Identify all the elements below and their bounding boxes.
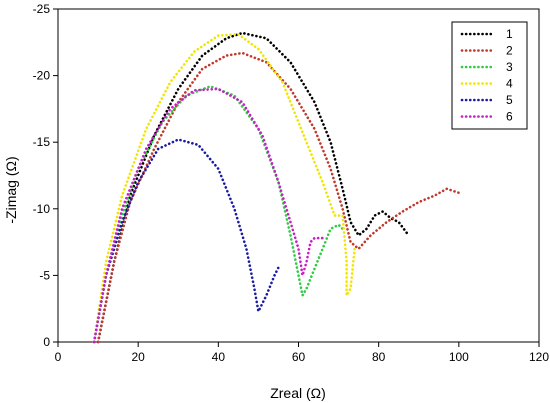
y-tick-label: 0: [43, 335, 50, 349]
y-tick-label: -20: [33, 69, 51, 83]
legend-label-4: 4: [506, 77, 513, 91]
y-tick-label: -25: [33, 2, 51, 16]
x-axis: 0 20 40 60 80 100 120: [55, 342, 549, 364]
x-tick-label: 60: [292, 350, 306, 364]
x-tick-label: 100: [449, 350, 469, 364]
legend-label-1: 1: [506, 27, 513, 41]
x-tick-label: 20: [131, 350, 145, 364]
legend-box: [451, 21, 528, 130]
series-2-line: [96, 51, 461, 344]
series-6-line: [92, 87, 324, 344]
series-1-line: [96, 31, 408, 344]
y-tick-label: -15: [33, 135, 51, 149]
series-5-line: [92, 138, 280, 344]
x-tick-label: 40: [212, 350, 226, 364]
y-axis: 0 -5 -10 -15 -20 -25: [33, 2, 58, 349]
series-4-line: [92, 33, 356, 344]
x-axis-title: Zreal (Ω): [270, 385, 326, 401]
y-tick-label: -10: [33, 202, 51, 216]
legend-label-6: 6: [506, 110, 513, 124]
series-layer: [92, 31, 461, 344]
legend-label-3: 3: [506, 60, 513, 74]
y-axis-title: -Zimag (Ω): [3, 156, 19, 223]
legend-label-2: 2: [506, 44, 513, 58]
legend-label-5: 5: [506, 93, 513, 107]
x-tick-label: 0: [55, 350, 62, 364]
x-tick-label: 80: [372, 350, 386, 364]
series-3-line: [92, 85, 344, 344]
legend: 1 2 3 4 5 6: [451, 21, 528, 130]
y-tick-label: -5: [39, 268, 50, 282]
x-tick-label: 120: [529, 350, 549, 364]
